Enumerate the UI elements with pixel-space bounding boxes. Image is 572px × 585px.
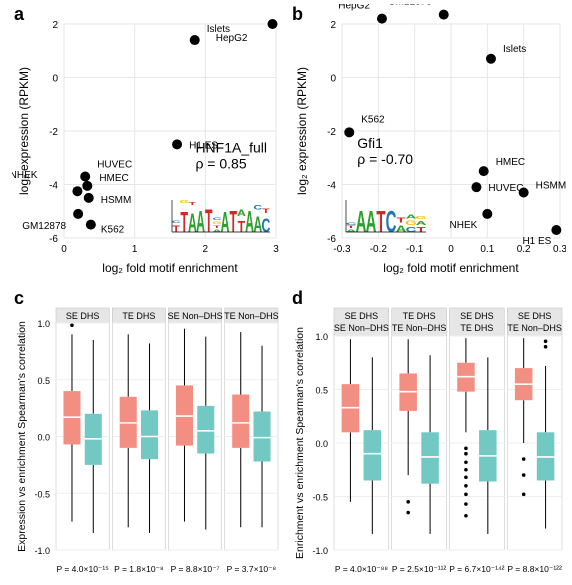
svg-text:0.0: 0.0 (37, 433, 50, 443)
svg-text:T: T (205, 204, 213, 240)
svg-text:TE Non–DHS: TE Non–DHS (392, 323, 447, 333)
svg-text:K562: K562 (101, 225, 125, 236)
svg-text:T: T (416, 226, 426, 234)
svg-text:HepG2: HepG2 (216, 33, 248, 44)
svg-text:Islets: Islets (503, 44, 526, 55)
svg-text:0: 0 (330, 74, 336, 85)
panel-b: b-0.3-0.2-0.100.10.20.3-6-4-202log₂ fold… (290, 4, 566, 278)
svg-text:0.3: 0.3 (553, 244, 566, 255)
svg-text:0.1: 0.1 (480, 244, 494, 255)
svg-text:HNF1A_full: HNF1A_full (195, 139, 267, 155)
svg-text:P = 4.0×10⁻¹⁵: P = 4.0×10⁻¹⁵ (56, 564, 108, 574)
svg-text:c: c (14, 288, 24, 308)
svg-text:NHEK: NHEK (12, 170, 38, 181)
svg-text:C: C (386, 205, 397, 239)
svg-text:TE DHS: TE DHS (403, 311, 436, 321)
svg-text:GM12878: GM12878 (22, 221, 66, 232)
svg-text:1: 1 (132, 244, 138, 255)
svg-text:-2: -2 (327, 127, 336, 138)
svg-text:T: T (376, 205, 385, 239)
svg-text:Enrichment vs enrichment Spear: Enrichment vs enrichment Spearman's corr… (294, 327, 306, 559)
svg-text:SE DHS: SE DHS (345, 311, 379, 321)
svg-text:P = 1.8×10⁻⁸: P = 1.8×10⁻⁸ (114, 564, 164, 574)
svg-text:-4: -4 (327, 181, 336, 192)
svg-text:P = 4.0×10⁻⁸⁸: P = 4.0×10⁻⁸⁸ (335, 564, 389, 574)
svg-text:-0.3: -0.3 (333, 244, 351, 255)
svg-text:P = 6.7×10⁻¹⁴²: P = 6.7×10⁻¹⁴² (449, 564, 504, 574)
svg-text:HUVEC: HUVEC (97, 159, 132, 170)
svg-text:2: 2 (52, 20, 58, 31)
svg-text:HepG2: HepG2 (338, 4, 370, 12)
svg-text:P = 8.8×10⁻⁷: P = 8.8×10⁻⁷ (171, 564, 220, 574)
svg-text:P = 2.5×10⁻¹¹²: P = 2.5×10⁻¹¹² (392, 564, 447, 574)
svg-text:-0.5: -0.5 (34, 489, 50, 499)
svg-text:Gfi1: Gfi1 (357, 135, 383, 151)
svg-text:-6: -6 (49, 234, 58, 245)
svg-text:-0.5: -0.5 (312, 493, 328, 503)
svg-text:0: 0 (52, 74, 58, 85)
svg-text:G: G (415, 215, 427, 220)
svg-text:NHEK: NHEK (450, 220, 478, 231)
svg-text:-0.1: -0.1 (406, 244, 424, 255)
svg-text:-4: -4 (49, 181, 58, 192)
svg-text:2: 2 (203, 244, 209, 255)
svg-text:HSMM: HSMM (101, 195, 132, 206)
svg-text:0.5: 0.5 (37, 376, 50, 386)
svg-text:-0.2: -0.2 (370, 244, 388, 255)
svg-text:b: b (292, 4, 303, 24)
svg-text:TE Non–DHS: TE Non–DHS (507, 323, 562, 333)
svg-text:a: a (14, 4, 25, 24)
svg-text:C: C (261, 215, 270, 236)
svg-text:-6: -6 (327, 234, 336, 245)
svg-text:d: d (292, 288, 303, 308)
svg-text:1.0: 1.0 (315, 332, 328, 342)
svg-text:TE DHS: TE DHS (122, 311, 155, 321)
svg-text:P = 3.7×10⁻⁸: P = 3.7×10⁻⁸ (227, 564, 277, 574)
panel-a: a0123-6-4-202log₂ fold motif enrichmentl… (12, 4, 282, 278)
svg-text:SE DHS: SE DHS (460, 311, 494, 321)
svg-text:Expression vs enrichment Spear: Expression vs enrichment Spearman's corr… (16, 321, 28, 552)
svg-text:T: T (230, 204, 237, 238)
svg-text:T: T (172, 225, 180, 235)
svg-text:log₂ fold motif enrichment: log₂ fold motif enrichment (383, 261, 519, 275)
svg-text:H1 ES: H1 ES (522, 236, 551, 247)
svg-text:ρ = -0.70: ρ = -0.70 (357, 151, 413, 167)
svg-text:T: T (262, 208, 270, 215)
svg-text:2: 2 (330, 20, 336, 31)
svg-text:0.5: 0.5 (315, 386, 328, 396)
svg-text:TE DHS: TE DHS (460, 323, 493, 333)
svg-text:0: 0 (61, 244, 67, 255)
svg-text:TE Non–DHS: TE Non–DHS (224, 311, 279, 321)
svg-text:-1.0: -1.0 (312, 546, 328, 556)
svg-text:log₂ expression (RPKM): log₂ expression (RPKM) (295, 67, 309, 195)
svg-text:C: C (253, 204, 262, 211)
svg-text:-2: -2 (49, 127, 58, 138)
svg-text:SE Non–DHS: SE Non–DHS (168, 311, 223, 321)
svg-text:-1.0: -1.0 (34, 546, 50, 556)
svg-text:HUVEC: HUVEC (488, 183, 523, 194)
svg-text:1.0: 1.0 (37, 319, 50, 329)
svg-text:G: G (179, 199, 189, 204)
svg-text:log₂ fold motif enrichment: log₂ fold motif enrichment (102, 261, 238, 275)
svg-text:3: 3 (273, 244, 279, 255)
svg-text:GM12878: GM12878 (388, 4, 432, 8)
svg-text:HMEC: HMEC (496, 157, 525, 168)
svg-text:HSMM: HSMM (536, 181, 566, 192)
svg-text:A: A (196, 204, 205, 238)
svg-text:A: A (366, 205, 377, 239)
svg-text:ρ = 0.85: ρ = 0.85 (195, 155, 246, 171)
svg-text:P = 8.8×10⁻¹²²: P = 8.8×10⁻¹²² (507, 564, 562, 574)
svg-text:A: A (416, 220, 427, 226)
svg-text:K562: K562 (361, 114, 385, 125)
panel-c: c -1.0 -0.5 0.0 0.5 1.0 Expression vs enrichme… (12, 288, 282, 580)
svg-text:SE DHS: SE DHS (518, 311, 552, 321)
panel-d: d -1.0 -0.5 0.0 0.5 1.0 Enrichment vs enrichme… (290, 288, 566, 580)
svg-text:A: A (221, 206, 230, 239)
svg-text:0: 0 (448, 244, 454, 255)
svg-text:SE Non–DHS: SE Non–DHS (334, 323, 389, 333)
svg-text:HMEC: HMEC (99, 173, 128, 184)
svg-text:SE DHS: SE DHS (66, 311, 100, 321)
svg-text:0.0: 0.0 (315, 439, 328, 449)
svg-text:C: C (406, 226, 417, 234)
